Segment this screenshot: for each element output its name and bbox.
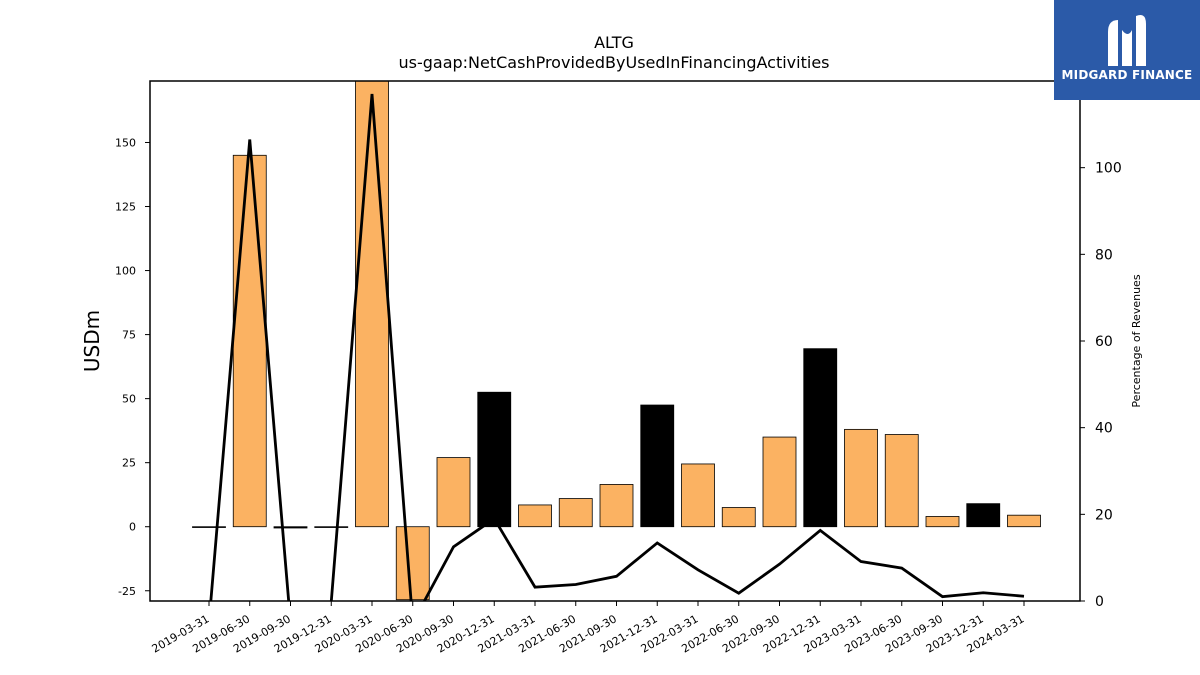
bar-2021-12-31 <box>640 404 675 528</box>
bar-2019-12-31 <box>314 526 349 528</box>
bar-2023-09-30 <box>925 516 960 528</box>
bar-2020-09-30 <box>436 457 471 528</box>
bar-2019-06-30 <box>232 154 267 528</box>
y2-tick-label: 80 <box>1095 247 1113 263</box>
bar-2023-12-31 <box>966 503 1001 528</box>
midgard-logo-icon <box>1108 15 1146 66</box>
y2-tick-label: 20 <box>1095 507 1113 523</box>
y2-axis-label: Percentage of Revenues <box>1130 274 1143 407</box>
bar-2022-09-30 <box>762 436 797 528</box>
bar-2023-06-30 <box>884 434 919 528</box>
bar-2021-06-30 <box>558 498 593 528</box>
y-tick-label: 75 <box>122 329 136 342</box>
y-tick-label: 0 <box>129 521 136 534</box>
bar-2020-06-30 <box>395 526 430 601</box>
y-tick-label: -25 <box>118 585 136 598</box>
y-tick-label: 50 <box>122 393 136 406</box>
y-tick-label: 100 <box>115 265 136 278</box>
bar-2019-09-30 <box>273 526 308 529</box>
y2-tick-label: 60 <box>1095 334 1113 350</box>
y2-tick-label: 0 <box>1095 594 1104 610</box>
bar-2020-03-31 <box>355 81 389 528</box>
logo: MIDGARD FINANCE <box>1054 0 1200 100</box>
bar-2021-03-31 <box>518 504 552 528</box>
bar-2023-03-31 <box>844 428 878 528</box>
y-tick-label: 25 <box>122 457 136 470</box>
logo-text: MIDGARD FINANCE <box>1061 68 1193 82</box>
y2-tick-label: 100 <box>1095 161 1122 177</box>
y2-tick-label: 40 <box>1095 421 1113 437</box>
bar-2022-12-31 <box>803 348 838 528</box>
bar-2024-03-31 <box>1007 514 1041 528</box>
bar-2019-03-31 <box>192 526 226 528</box>
bar-2020-12-31 <box>477 391 512 528</box>
chart-title: ALTG <box>594 33 634 52</box>
y-axis-label: USDm <box>80 310 104 372</box>
percentage-line <box>209 93 1025 601</box>
bar-2022-03-31 <box>681 463 715 528</box>
y-tick-label: 150 <box>115 136 136 149</box>
bar-2022-06-30 <box>721 507 756 528</box>
bar-2021-09-30 <box>599 484 634 528</box>
chart-subtitle: us-gaap:NetCashProvidedByUsedInFinancing… <box>398 53 829 72</box>
y-tick-label: 125 <box>115 201 136 214</box>
